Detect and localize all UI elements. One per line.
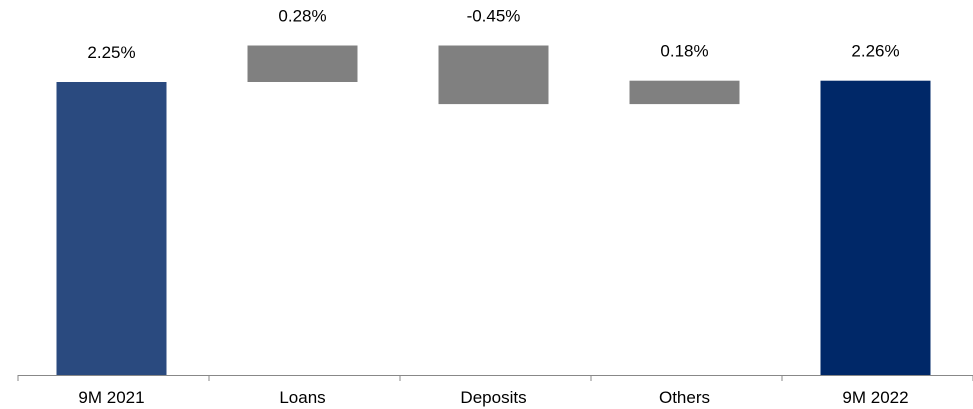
x-tick-label-deposits: Deposits (460, 388, 526, 407)
bar-others (629, 80, 740, 105)
data-label-loans: 0.28% (278, 7, 326, 26)
x-tick-label-9m-2022: 9M 2022 (842, 388, 908, 407)
x-tick-label-9m-2021: 9M 2021 (78, 388, 144, 407)
bar-labels-layer: 2.25% 0.28% -0.45% 0.18% 2.26% (87, 7, 899, 63)
data-label-9m-2022: 2.26% (851, 42, 899, 61)
x-ticks-layer (17, 375, 973, 381)
bar-deposits (438, 45, 549, 105)
data-label-9m-2021: 2.25% (87, 43, 135, 62)
bar-9m-2021 (56, 82, 167, 375)
data-label-others: 0.18% (660, 42, 708, 61)
x-tick-labels-layer: 9M 2021 Loans Deposits Others 9M 2022 (78, 388, 908, 407)
bar-9m-2022 (820, 80, 931, 375)
x-tick-label-loans: Loans (279, 388, 325, 407)
x-tick-label-others: Others (659, 388, 710, 407)
bar-loans (247, 45, 358, 82)
data-label-deposits: -0.45% (467, 7, 521, 26)
bars-layer (56, 45, 931, 375)
